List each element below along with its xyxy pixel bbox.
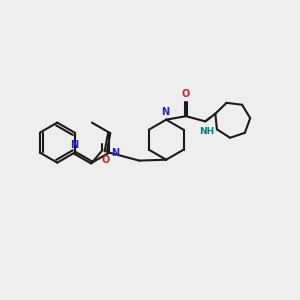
Text: O: O (182, 89, 190, 99)
Text: O: O (102, 155, 110, 166)
Text: N: N (70, 140, 79, 150)
Text: NH: NH (199, 127, 214, 136)
Text: N: N (161, 107, 169, 117)
Text: N: N (111, 148, 119, 158)
